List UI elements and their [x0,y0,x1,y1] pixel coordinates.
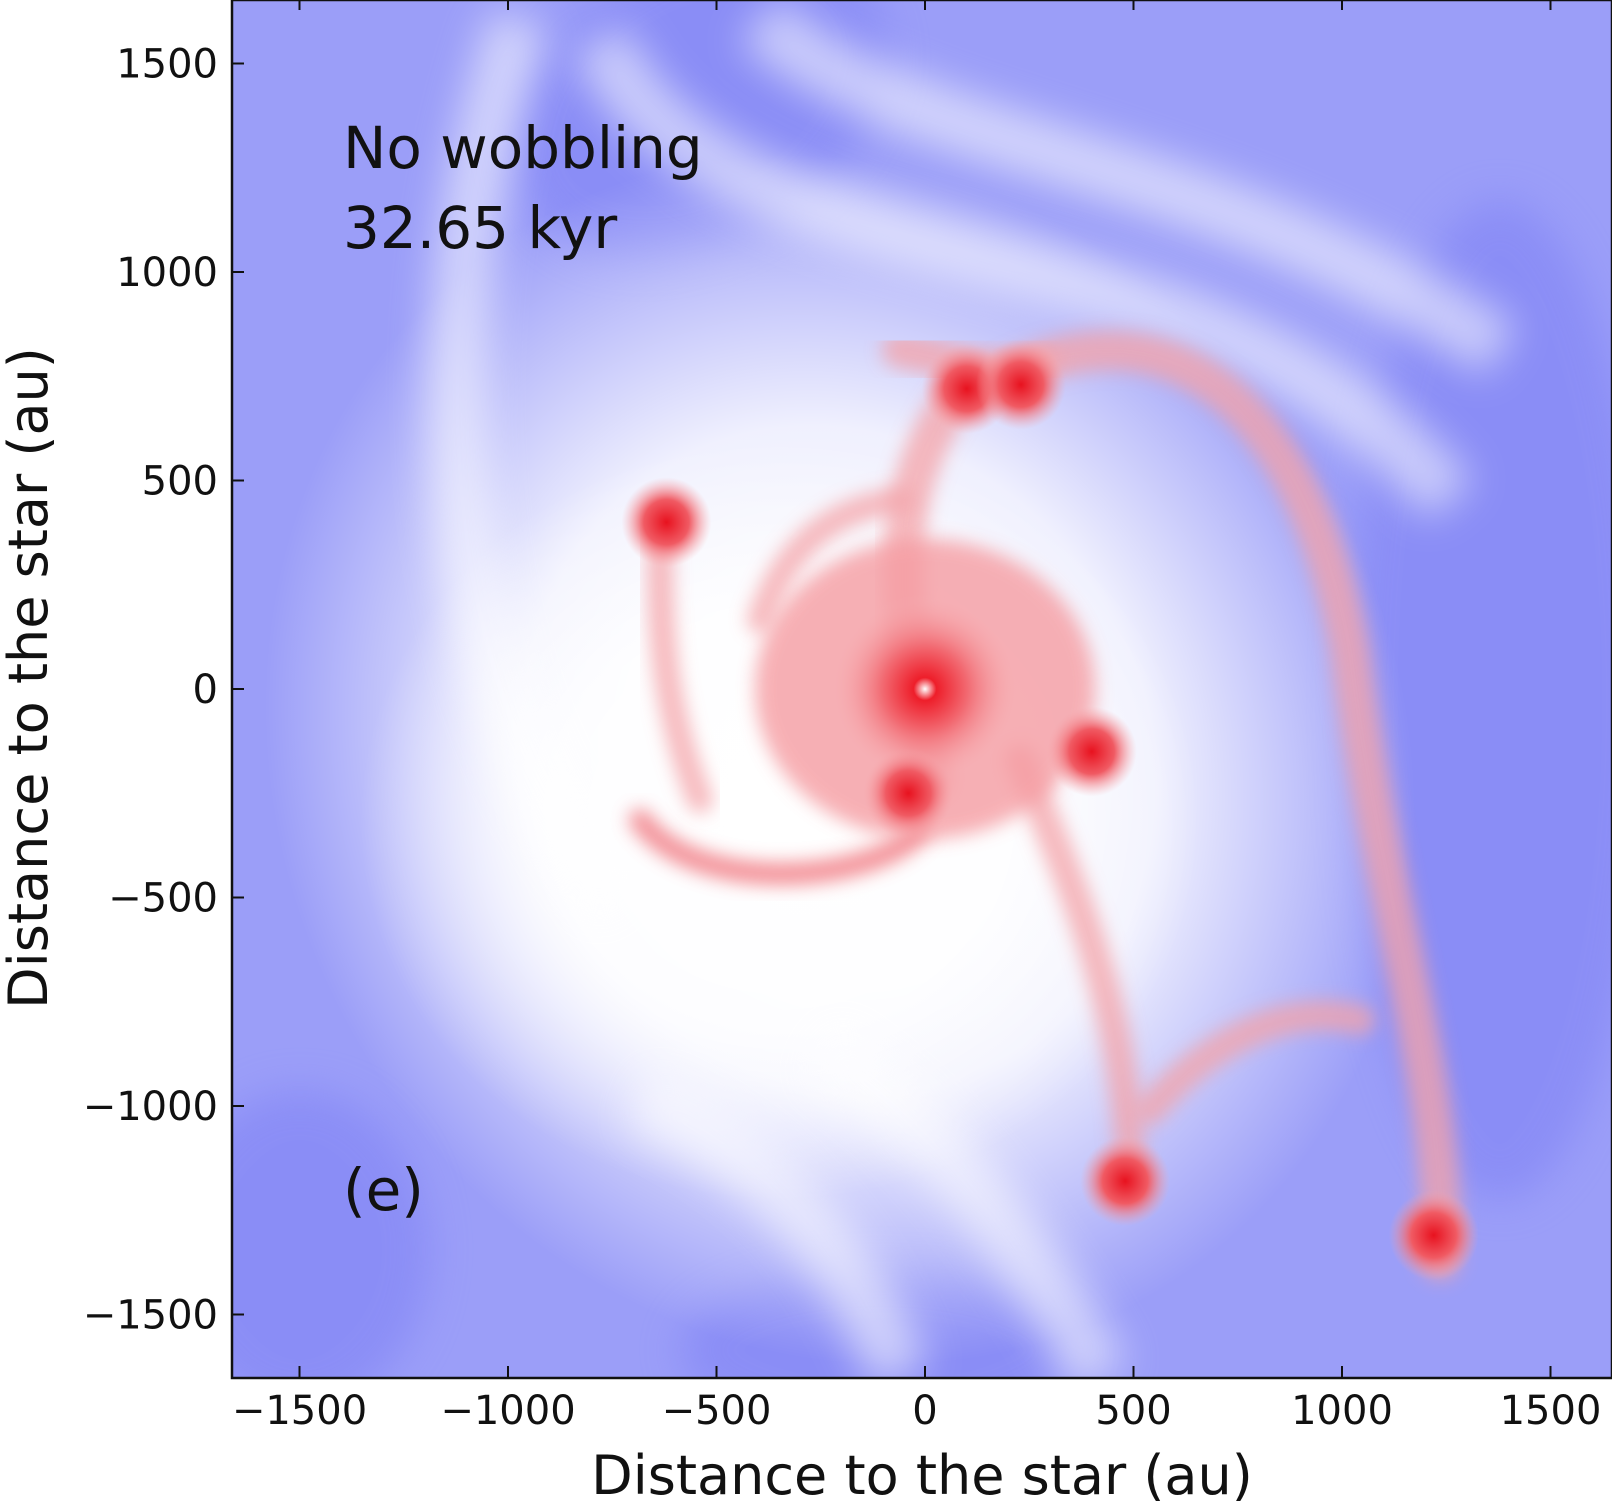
dense-filament [747,487,913,633]
y-tick-label: −500 [108,876,218,922]
y-tick-label: 500 [142,459,218,505]
gas-filament [572,26,1474,520]
dense-clump [975,339,1066,430]
y-tick-label: −1000 [83,1084,218,1130]
x-tick-label: 1000 [1291,1388,1393,1434]
y-tick-label: 1500 [116,42,218,88]
x-tick-label: 0 [912,1388,937,1434]
dense-clump [863,748,954,839]
x-tick-label: −1500 [232,1388,367,1434]
y-axis-title: Distance to the star (au) [0,347,60,1009]
central-star-disk [830,594,1020,784]
gas-filament [427,9,642,921]
x-tick-label: 1500 [1500,1388,1602,1434]
x-tick-label: 500 [1095,1388,1171,1434]
y-tick-label: −1500 [83,1293,218,1339]
dense-filament [629,809,931,885]
dense-clump [1388,1190,1479,1281]
red-field [629,330,1461,1280]
dense-filament [1005,745,1145,1165]
dense-clump [1080,1136,1171,1227]
annotation-run-label: No wobbling [343,114,703,182]
dense-filament [980,330,1461,1280]
y-axis: −1500 −1000 −500 0 500 1000 1500 [83,42,244,1339]
dense-clumps [621,339,1479,1281]
gas-filament [803,1024,1127,1378]
dense-filament [1135,1000,1375,1125]
dense-clump [1046,706,1137,797]
y-tick-label: 1000 [116,250,218,296]
gas-filament [628,1072,928,1378]
y-tick-label: 0 [193,667,218,713]
dense-clump [621,477,712,568]
density-map [232,0,1612,1378]
x-tick-label: −500 [662,1388,772,1434]
x-axis: −1500 −1000 −500 0 500 1000 1500 [232,0,1602,1434]
low-density-region [232,1090,430,1378]
panel-label: (e) [343,1156,424,1224]
x-axis-title: Distance to the star (au) [591,1444,1253,1504]
x-tick-label: −1000 [440,1388,575,1434]
annotation-time-label: 32.65 kyr [343,194,617,262]
gas-filament [739,0,1517,375]
